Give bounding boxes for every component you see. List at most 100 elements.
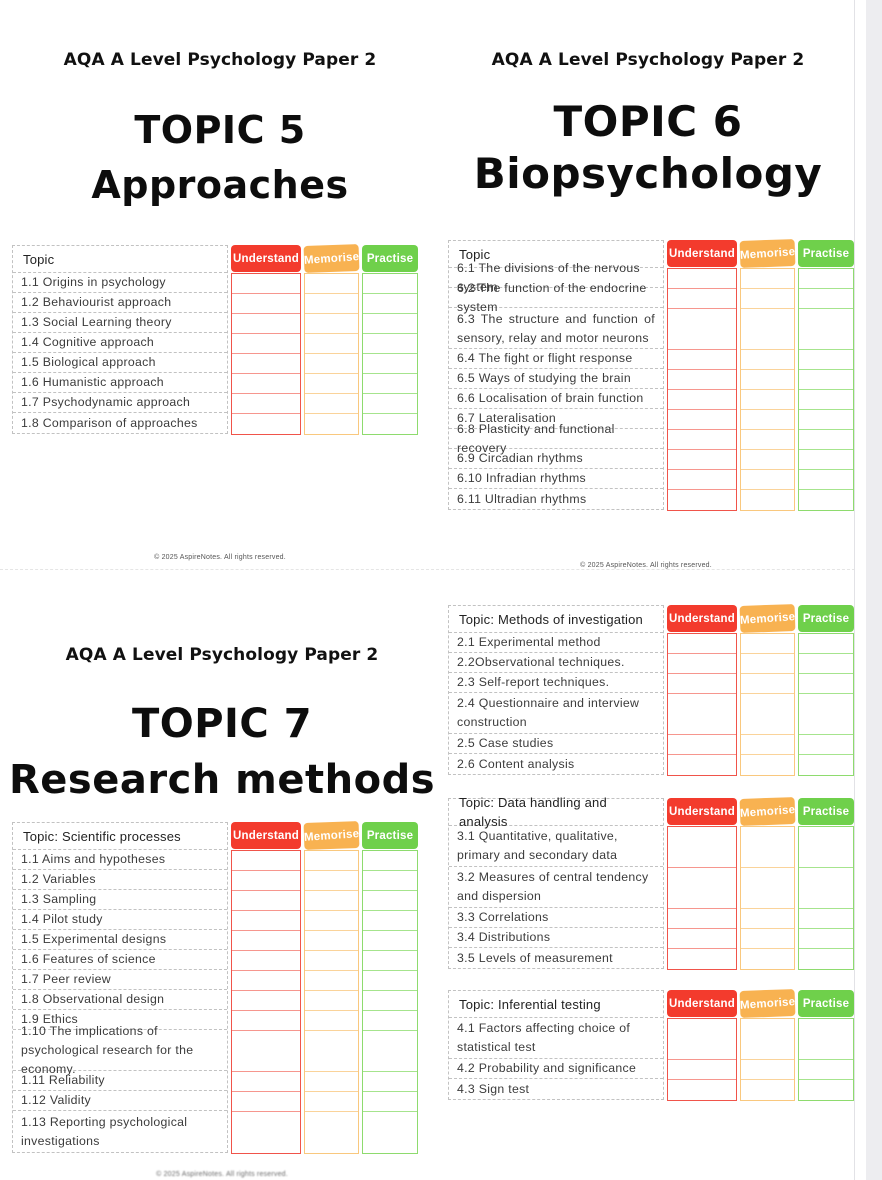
practise-column-header: Practise [362,245,418,272]
memorise-column: Memorise [740,604,796,776]
practise-column-header-label: Practise [802,997,850,1010]
topic-cell: 1.4 Cognitive approach [13,333,227,353]
topic-cell: 3.2 Measures of central tendency and dis… [449,867,663,908]
practise-status-cell [363,871,417,891]
topic-cell: 1.11 Reliability [13,1071,227,1091]
understand-status-cell [668,654,736,674]
memorise-status-cell [741,735,794,755]
understand-status-cell [232,414,300,434]
practise-column-header: Practise [362,822,418,849]
topic-cell: 2.2Observational techniques. [449,653,663,673]
topic-cell: 2.5 Case studies [449,734,663,754]
practise-status-cell [363,414,417,434]
memorise-column-header-label: Memorise [303,250,360,267]
memorise-status-cell [741,430,794,450]
brand-header-topic5: AQA A Level Psychology Paper 2 [63,50,377,70]
memorise-column-header: Memorise [740,604,796,633]
practise-status-cell [799,654,853,674]
understand-column-header: Understand [667,605,737,632]
understand-status-cell [668,350,736,370]
topic6-table: Topic 6.1 The divisions of the nervous sy… [448,239,854,511]
understand-column-header: Understand [667,798,737,825]
topic-cell: 2.1 Experimental method [449,633,663,653]
understand-status-cell [232,354,300,374]
memorise-status-cell [741,1060,794,1080]
memorise-status-cell [741,634,794,654]
practise-column-body [362,273,418,435]
understand-status-cell [232,274,300,294]
understand-status-cell [232,1031,300,1072]
topic-cell: 6.5 Ways of studying the brain [449,369,663,389]
understand-status-cell [232,374,300,394]
practise-status-cell [799,735,853,755]
understand-column: Understand [667,990,737,1101]
topic-cell: 3.5 Levels of measurement [457,950,613,965]
memorise-column-header: Memorise [740,989,796,1018]
understand-column-header-label: Understand [233,829,299,842]
topic-cell: 1.1 Aims and hypotheses [13,850,227,870]
practise-column-header: Practise [798,240,854,267]
memorise-status-cell [741,827,794,868]
practise-status-cell [799,694,853,735]
practise-status-cell [363,394,417,414]
brand-header-topic7: AQA A Level Psychology Paper 2 [65,645,379,665]
memorise-status-cell [741,868,794,909]
topic-cell: 1.7 Peer review [13,970,227,990]
memorise-status-cell [305,1072,358,1092]
understand-status-cell [668,694,736,735]
memorise-status-cell [305,1011,358,1031]
practise-status-cell [799,390,853,410]
understand-status-cell [232,334,300,354]
understand-column-header: Understand [231,245,301,272]
practise-column-header: Practise [798,605,854,632]
understand-status-cell [668,410,736,430]
memorise-column-header-label: Memorise [303,827,360,844]
understand-status-cell [668,868,736,909]
understand-column-header-label: Understand [233,252,299,265]
memorise-column-header: Memorise [304,244,360,273]
memorise-status-cell [305,354,358,374]
topic-cell: 4.2 Probability and significance [449,1059,663,1079]
memorise-column-header: Memorise [740,239,796,268]
topic-cell: 1.3 Sampling [13,890,227,910]
inferential-testing-table: Topic: Inferential testing 4.1 Factors af… [448,989,854,1101]
topic5-table: Topic 1.1 Origins in psychology 1.2 Behavi… [12,244,418,435]
data-handling-table: Topic: Data handling and analysis 3.1 Qua… [448,795,854,970]
understand-column: Understand [667,240,737,511]
memorise-status-cell [741,1080,794,1100]
practise-status-cell [363,374,417,394]
understand-column-header-label: Understand [669,612,735,625]
topic-column: Topic: Scientific processes 1.1 Aims and … [12,822,228,1153]
practise-column-body [798,826,854,970]
practise-status-cell [363,931,417,951]
topic-cell: 6.2 The function of the endocrine system [449,281,663,314]
topic-column-header: Topic: Inferential testing [449,991,663,1018]
topic-cell: 6.11 Ultradian rhythms [457,491,587,506]
practise-column-header: Practise [798,798,854,825]
topic-cell: 1.6 Features of science [13,950,227,970]
topic-column: Topic: Data handling and analysis 3.1 Qua… [448,795,664,969]
topic-cell: 3.1 Quantitative, qualitative, primary a… [449,826,663,867]
topic-cell: 3.3 Correlations [449,908,663,928]
topic-cell: 1.12 Validity [13,1091,227,1111]
practise-status-cell [799,929,853,949]
practise-status-cell [799,827,853,868]
practise-column-body [362,850,418,1154]
understand-status-cell [232,931,300,951]
memorise-status-cell [305,374,358,394]
understand-column-header-label: Understand [669,805,735,818]
understand-status-cell [668,1080,736,1100]
understand-status-cell [668,1060,736,1080]
topic7-title: TOPIC 7 Research methods [0,696,444,808]
topic-cell: 6.4 The fight or flight response [449,349,663,369]
memorise-status-cell [305,991,358,1011]
topic6-title-line1: TOPIC 6 [553,97,743,146]
memorise-status-cell [741,674,794,694]
memorise-status-cell [741,949,794,969]
topic7-title-line1: TOPIC 7 [131,701,313,747]
understand-column-header: Understand [667,240,737,267]
understand-status-cell [668,1019,736,1060]
memorise-status-cell [741,350,794,370]
copyright-bottom-blurred: © 2025 AspireNotes. All rights reserved. [156,1171,288,1178]
practise-status-cell [799,430,853,450]
